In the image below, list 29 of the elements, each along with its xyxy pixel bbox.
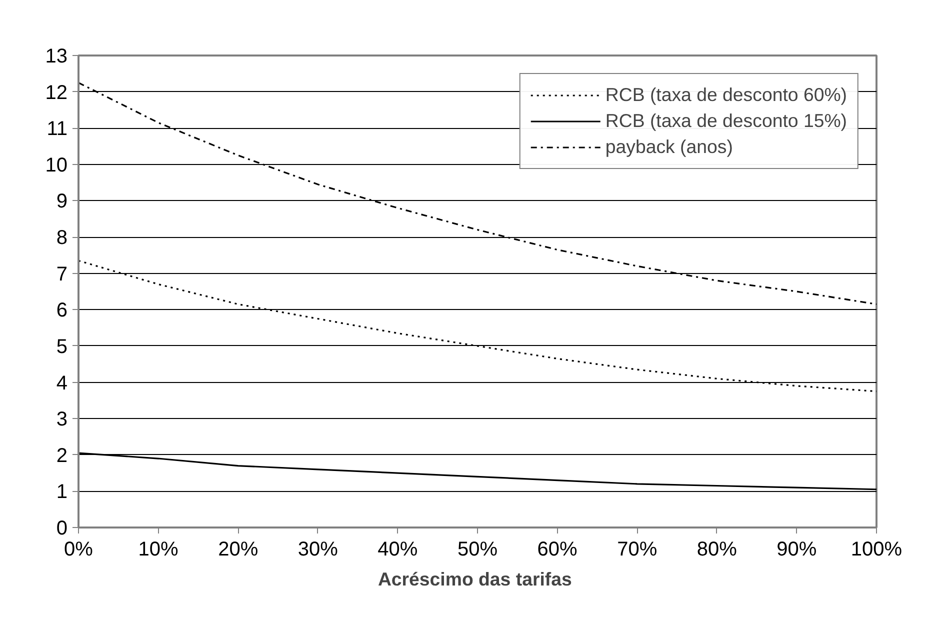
x-tick-label: 20% [218,538,258,560]
y-tick-label: 13 [45,46,68,68]
x-tick-label: 60% [537,538,578,560]
legend-label: RCB (taxa de desconto 15%) [605,110,847,132]
y-tick-label: 1 [56,481,68,504]
x-tick-label: 70% [617,538,658,560]
y-tick-label: 5 [56,336,68,358]
legend-label: RCB (taxa de desconto 60%) [605,84,847,106]
x-tick-label: 50% [457,538,498,560]
y-tick-label: 8 [56,227,68,250]
x-tick-label: 0% [64,538,94,560]
x-axis-title: Acréscimo das tarifas [378,568,572,590]
y-tick-label: 2 [56,444,68,467]
y-tick-label: 6 [56,300,68,322]
y-tick-label: 9 [56,190,68,213]
y-tick-label: 7 [56,263,68,286]
y-tick-label: 12 [45,82,68,104]
x-tick-label: 90% [776,538,817,560]
y-tick-label: 11 [46,118,68,140]
x-tick-label: 30% [298,538,338,560]
y-tick-label: 10 [45,154,68,176]
x-tick-label: 80% [696,538,738,560]
x-tick-label: 10% [138,538,179,560]
x-tick-label: 40% [378,538,418,560]
y-tick-label: 0 [56,518,68,540]
x-tick-label: 100% [850,538,902,560]
legend-label: payback (anos) [605,136,733,158]
y-tick-label: 4 [56,372,68,394]
y-tick-label: 3 [56,408,68,431]
